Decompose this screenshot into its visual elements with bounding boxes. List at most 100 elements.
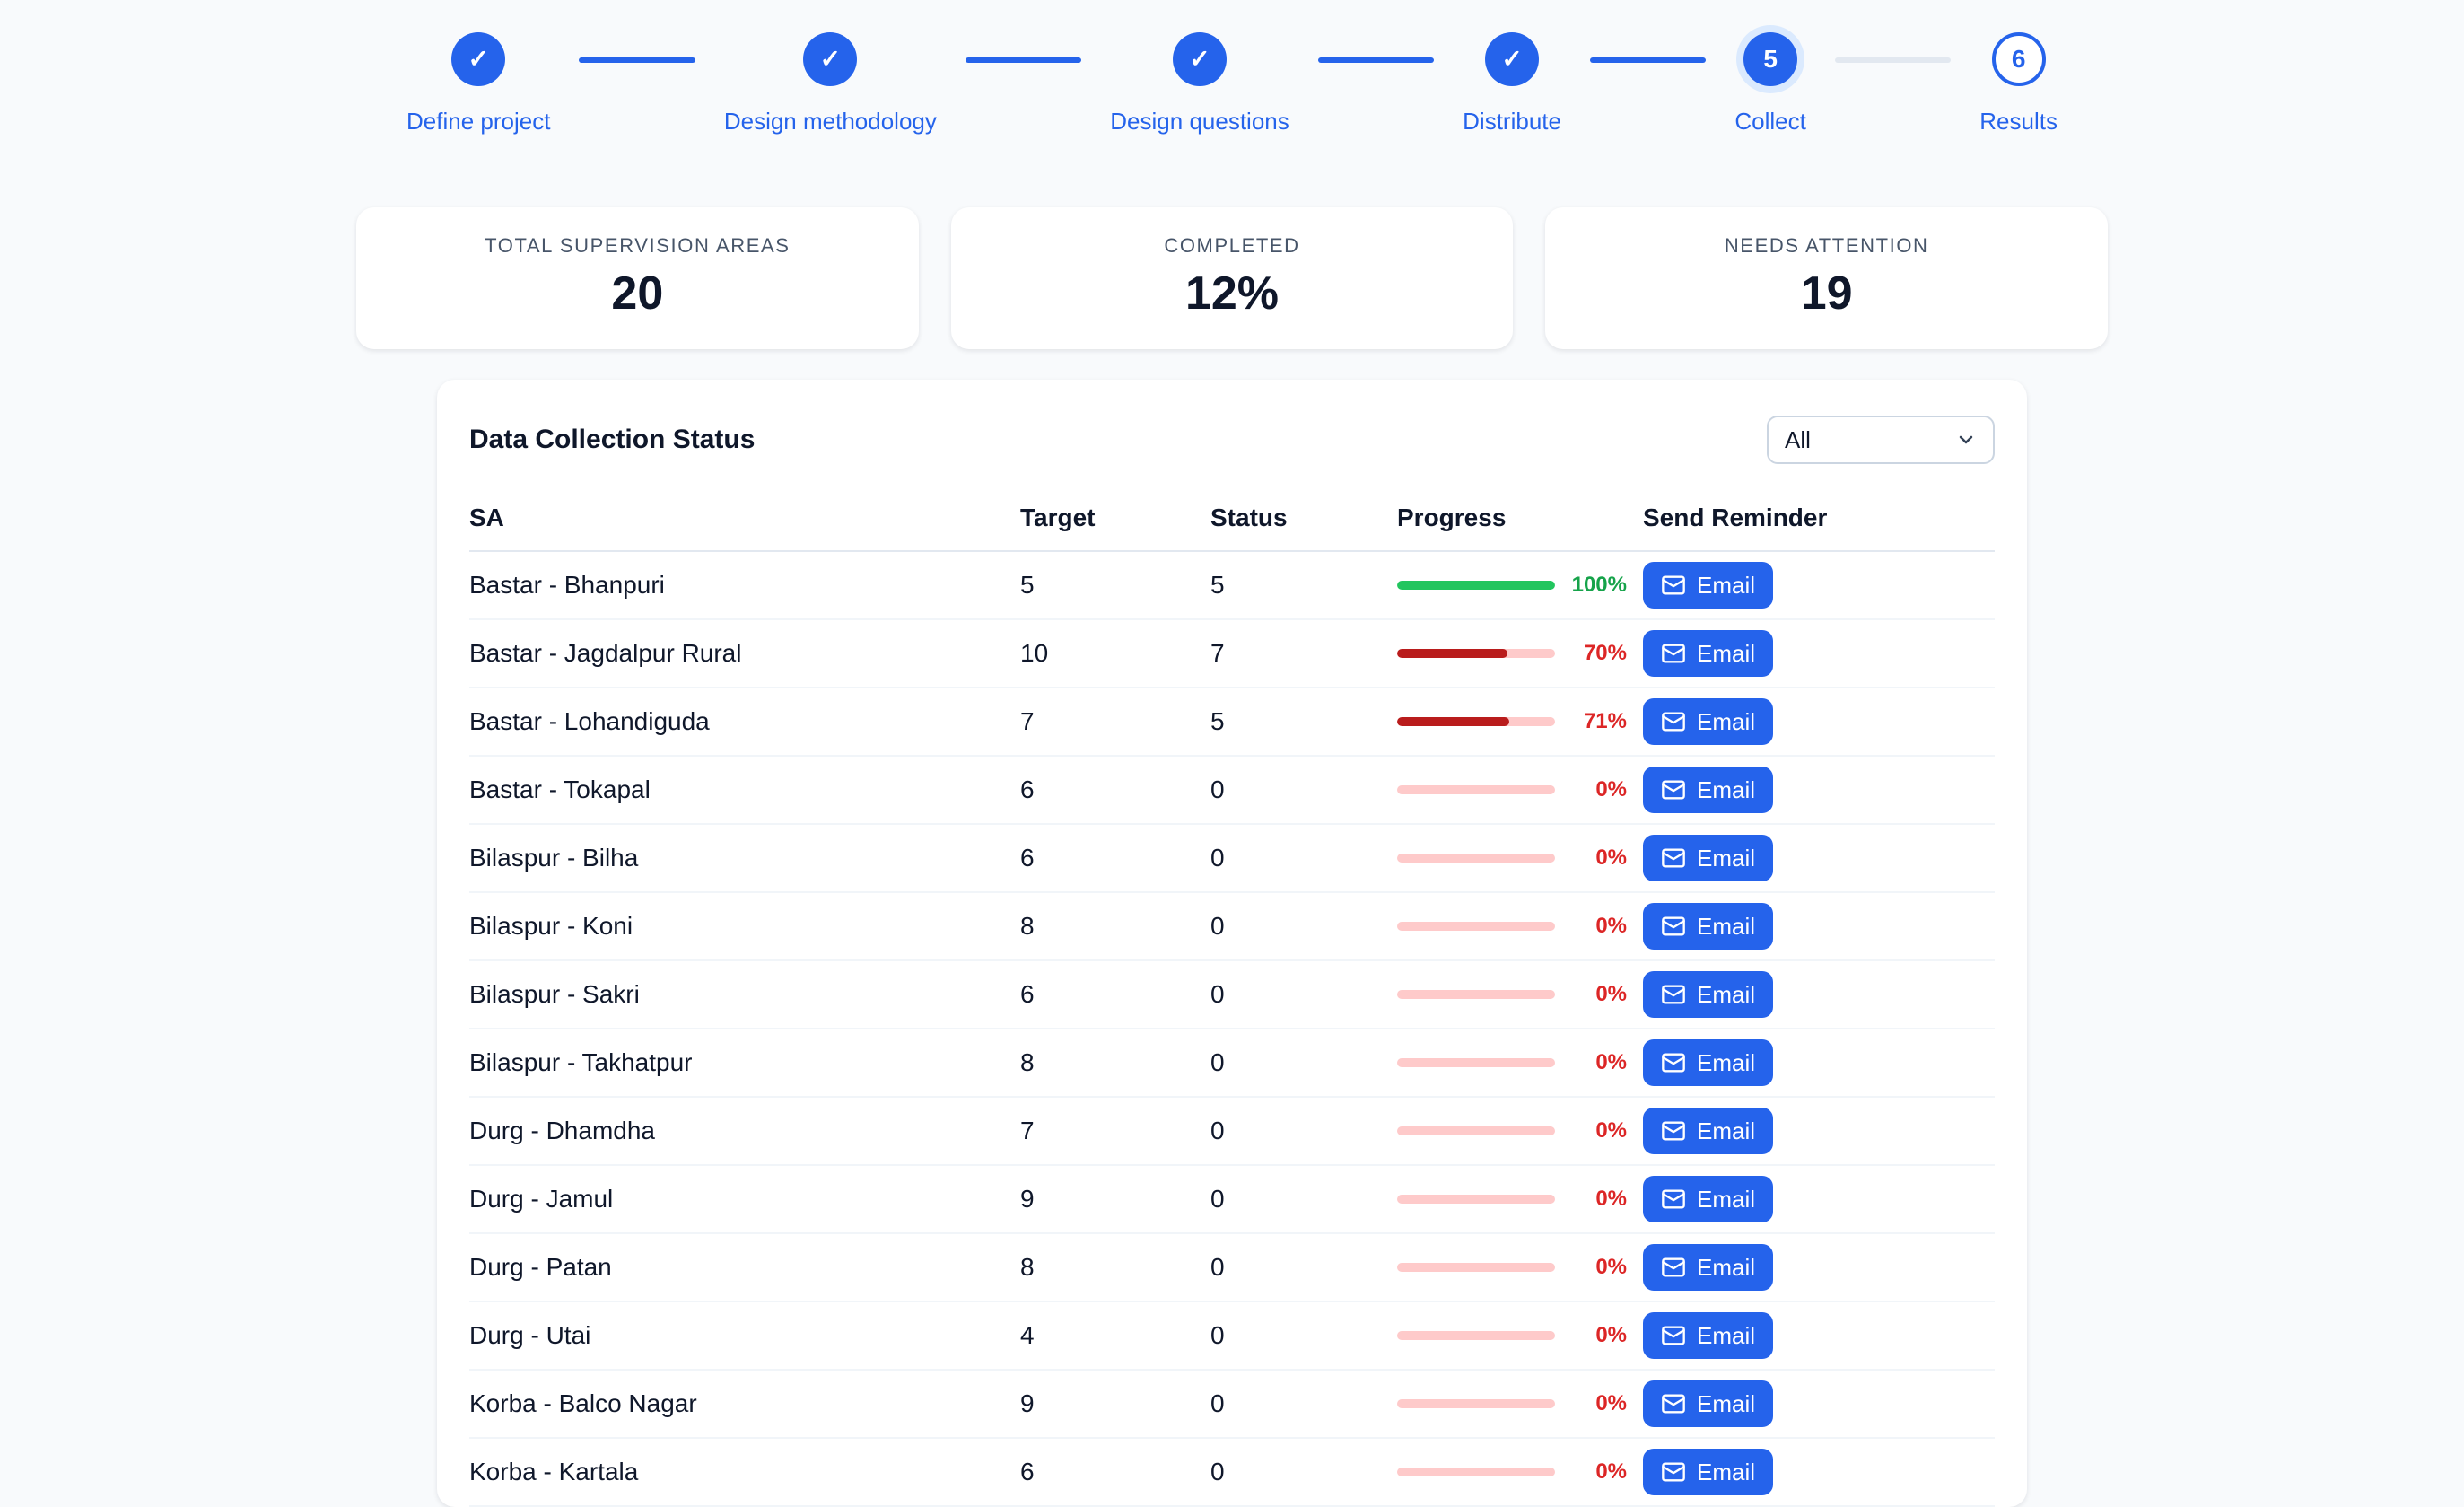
stat-value: 19 — [1800, 267, 1853, 320]
email-button-label: Email — [1697, 1458, 1756, 1485]
reminder-cell: Email — [1643, 767, 1995, 813]
stat-card: TOTAL SUPERVISION AREAS 20 — [356, 207, 919, 349]
stepper-step[interactable]: ✓ Design questions — [1110, 32, 1289, 136]
table-row: Korba - Balco Nagar 9 0 0% Email — [469, 1371, 1995, 1439]
send-email-reminder-button[interactable]: Email — [1643, 1244, 1774, 1291]
step-circle[interactable]: ✓ — [1485, 32, 1540, 86]
send-email-reminder-button[interactable]: Email — [1643, 1108, 1774, 1154]
column-header: Status — [1210, 504, 1288, 531]
step-circle[interactable]: 5 — [1743, 32, 1798, 86]
progress-cell: 0% — [1397, 1187, 1643, 1212]
stepper-step[interactable]: 5 Collect — [1734, 32, 1806, 136]
sa-cell: Bilaspur - Takhatpur — [469, 1048, 693, 1076]
stat-cards: TOTAL SUPERVISION AREAS 20 COMPLETED 12%… — [356, 207, 2109, 349]
step-connector — [579, 57, 695, 63]
step-circle[interactable]: ✓ — [803, 32, 858, 86]
progress-bar-track — [1397, 1263, 1555, 1272]
sa-cell: Bastar - Jagdalpur Rural — [469, 639, 742, 667]
email-button-label: Email — [1697, 1389, 1756, 1417]
status-cell: 0 — [1210, 1117, 1225, 1144]
step-mark-icon: ✓ — [467, 45, 489, 73]
stat-label: TOTAL SUPERVISION AREAS — [485, 234, 791, 257]
target-cell: 7 — [1020, 1117, 1035, 1144]
stat-label: COMPLETED — [1164, 234, 1300, 257]
send-email-reminder-button[interactable]: Email — [1643, 1312, 1774, 1359]
reminder-cell: Email — [1643, 903, 1995, 950]
progress-stepper: ✓ Define project ✓ Design methodology ✓ … — [406, 0, 2058, 136]
email-icon — [1662, 1053, 1685, 1073]
step-label: Define project — [406, 108, 551, 135]
send-email-reminder-button[interactable]: Email — [1643, 698, 1774, 745]
table-row: Bastar - Tokapal 6 0 0% Email — [469, 757, 1995, 825]
email-icon — [1662, 1394, 1685, 1414]
email-button-label: Email — [1697, 1185, 1756, 1213]
progress-cell: 0% — [1397, 982, 1643, 1007]
reminder-cell: Email — [1643, 1312, 1995, 1359]
table-row: Durg - Utai 4 0 0% Email — [469, 1302, 1995, 1371]
step-label: Results — [1979, 108, 2058, 135]
stepper-step[interactable]: ✓ Design methodology — [724, 32, 937, 136]
table-row: Bastar - Lohandiguda 7 5 71% Email — [469, 688, 1995, 757]
step-connector — [965, 57, 1082, 63]
reminder-cell: Email — [1643, 1039, 1995, 1086]
progress-cell: 0% — [1397, 777, 1643, 802]
progress-cell: 0% — [1397, 1323, 1643, 1348]
table-row: Durg - Patan 8 0 0% Email — [469, 1234, 1995, 1302]
send-email-reminder-button[interactable]: Email — [1643, 1176, 1774, 1222]
stepper-step[interactable]: ✓ Distribute — [1463, 32, 1561, 136]
send-email-reminder-button[interactable]: Email — [1643, 1039, 1774, 1086]
progress-bar-track — [1397, 1195, 1555, 1204]
target-cell: 7 — [1020, 707, 1035, 735]
send-email-reminder-button[interactable]: Email — [1643, 767, 1774, 813]
table-row: Durg - Dhamdha 7 0 0% Email — [469, 1098, 1995, 1166]
progress-cell: 0% — [1397, 1050, 1643, 1075]
progress-percent: 0% — [1595, 1255, 1627, 1279]
step-label: Design questions — [1110, 108, 1289, 135]
progress-cell: 0% — [1397, 1255, 1643, 1280]
email-button-label: Email — [1697, 707, 1756, 735]
progress-bar-track — [1397, 581, 1555, 590]
table-row: Bilaspur - Sakri 6 0 0% Email — [469, 961, 1995, 1029]
email-icon — [1662, 848, 1685, 868]
reminder-cell: Email — [1643, 971, 1995, 1018]
sa-cell: Korba - Kartala — [469, 1458, 639, 1485]
send-email-reminder-button[interactable]: Email — [1643, 903, 1774, 950]
reminder-cell: Email — [1643, 698, 1995, 745]
email-button-label: Email — [1697, 980, 1756, 1008]
target-cell: 6 — [1020, 1458, 1035, 1485]
target-cell: 8 — [1020, 912, 1035, 940]
target-cell: 9 — [1020, 1185, 1035, 1213]
step-circle[interactable]: ✓ — [451, 32, 506, 86]
stepper-step[interactable]: 6 Results — [1979, 32, 2058, 136]
target-cell: 6 — [1020, 980, 1035, 1008]
send-email-reminder-button[interactable]: Email — [1643, 971, 1774, 1018]
column-header: Target — [1020, 504, 1096, 531]
sa-cell: Bastar - Lohandiguda — [469, 707, 710, 735]
status-cell: 0 — [1210, 1458, 1225, 1485]
step-circle[interactable]: ✓ — [1173, 32, 1228, 86]
progress-percent: 0% — [1595, 777, 1627, 802]
send-email-reminder-button[interactable]: Email — [1643, 630, 1774, 677]
target-cell: 5 — [1020, 571, 1035, 599]
column-header: Progress — [1397, 504, 1507, 531]
progress-bar-track — [1397, 922, 1555, 931]
send-email-reminder-button[interactable]: Email — [1643, 562, 1774, 609]
progress-bar-track — [1397, 649, 1555, 658]
target-cell: 9 — [1020, 1389, 1035, 1417]
email-icon — [1662, 1462, 1685, 1482]
target-cell: 10 — [1020, 639, 1049, 667]
progress-bar-track — [1397, 990, 1555, 999]
send-email-reminder-button[interactable]: Email — [1643, 835, 1774, 881]
data-collection-status-card: Data Collection Status All SA Target Sta… — [437, 380, 2027, 1507]
send-email-reminder-button[interactable]: Email — [1643, 1449, 1774, 1495]
status-cell: 0 — [1210, 1048, 1225, 1076]
email-icon — [1662, 712, 1685, 732]
stepper-step[interactable]: ✓ Define project — [406, 32, 550, 136]
send-email-reminder-button[interactable]: Email — [1643, 1380, 1774, 1427]
step-circle[interactable]: 6 — [1991, 32, 2046, 86]
chevron-down-icon — [1959, 435, 1973, 444]
step-label: Distribute — [1463, 108, 1561, 135]
step-mark-icon: ✓ — [1189, 45, 1210, 73]
filter-dropdown[interactable]: All — [1767, 416, 1995, 464]
stat-value: 20 — [611, 267, 664, 320]
